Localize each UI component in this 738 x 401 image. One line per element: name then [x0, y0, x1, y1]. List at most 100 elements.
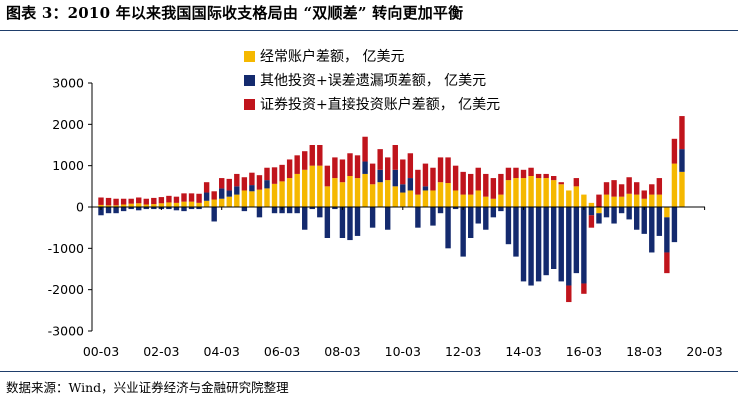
- bar-segment-s0-q42: [415, 194, 421, 207]
- bar-segment-s2-q34: [354, 155, 361, 179]
- bar-segment-s1-q58: [535, 207, 542, 282]
- bar-segment-s1-q3: [120, 207, 127, 212]
- bar-segment-s2-q24: [279, 164, 285, 182]
- legend: 经常账户差额， 亿美元 其他投资+误差遗漏项差额， 亿美元 证券投资+直接投资账…: [244, 44, 500, 116]
- bar-segment-s0-q19: [241, 190, 248, 207]
- bar-segment-s2-q37: [377, 149, 383, 170]
- bar-segment-s2-q13: [196, 193, 202, 203]
- bar-segment-s0-q40: [400, 192, 406, 207]
- bar-segment-s2-q42: [415, 169, 421, 195]
- bar-segment-s0-q29: [317, 165, 323, 207]
- bar-segment-s1-q26: [294, 207, 300, 214]
- bar-segment-s2-q40: [400, 159, 406, 185]
- bar-segment-s2-q58: [535, 173, 542, 179]
- y-tick-label: 2000: [52, 117, 84, 132]
- bar-segment-s0-q5: [136, 203, 142, 207]
- bar-segment-s1-q54: [505, 207, 512, 245]
- bar-segment-s1-q20: [249, 185, 255, 192]
- bar-segment-s0-q23: [271, 183, 278, 207]
- bar-segment-s2-q10: [173, 196, 180, 203]
- bar-segment-s2-q71: [634, 182, 640, 195]
- bar-segment-s0-q39: [392, 186, 398, 207]
- bar-segment-s1-q21: [256, 207, 263, 218]
- bar-segment-s0-q35: [362, 173, 368, 207]
- bar-segment-s1-q68: [611, 207, 617, 224]
- bar-segment-s2-q59: [543, 173, 549, 179]
- footer-divider: [0, 371, 738, 372]
- x-tick-label: 10-03: [385, 344, 421, 359]
- bar-segment-s0-q13: [196, 202, 202, 207]
- bar-segment-s2-q53: [498, 173, 504, 195]
- bar-segment-s0-q37: [377, 182, 383, 207]
- bar-segment-s1-q48: [460, 207, 466, 257]
- bar-segment-s1-q63: [573, 207, 580, 274]
- bar-segment-s1-q11: [181, 207, 187, 212]
- bar-segment-s1-q73: [649, 207, 655, 253]
- x-tick-label: 18-03: [626, 344, 662, 359]
- bar-segment-s1-q38: [385, 207, 391, 230]
- y-tick-label: 1000: [52, 158, 84, 173]
- bar-segment-s2-q32: [339, 159, 346, 183]
- bar-segment-s1-q0: [98, 207, 104, 216]
- bar-segment-s2-q63: [573, 178, 580, 187]
- bar-segment-s2-q2: [113, 198, 119, 206]
- legend-item-portfolio-direct: 证券投资+直接投资账户差额， 亿美元: [244, 92, 500, 116]
- bar-segment-s2-q68: [611, 180, 617, 197]
- bar-segment-s2-q16: [219, 178, 225, 189]
- bar-segment-s0-q49: [468, 194, 474, 207]
- bar-segment-s0-q15: [211, 199, 217, 207]
- bar-segment-s2-q20: [249, 172, 255, 186]
- bar-segment-s0-q10: [173, 202, 180, 207]
- bar-segment-s1-q12: [188, 207, 195, 210]
- bar-segment-s2-q61: [558, 182, 564, 185]
- legend-swatch-red: [244, 98, 255, 110]
- legend-item-other-investment: 其他投资+误差遗漏项差额， 亿美元: [244, 68, 500, 92]
- bar-segment-s0-q3: [120, 204, 127, 207]
- bar-segment-s2-q25: [286, 159, 293, 179]
- bar-segment-s1-q33: [347, 207, 353, 241]
- bar-segment-s0-q2: [113, 205, 119, 207]
- bar-segment-s1-q34: [354, 207, 361, 236]
- bar-segment-s0-q53: [498, 194, 504, 207]
- bar-segment-s0-q75: [664, 207, 670, 218]
- bar-segment-s2-q9: [166, 195, 172, 203]
- bar-segment-s2-q30: [324, 165, 331, 187]
- bar-segment-s1-q25: [286, 207, 293, 214]
- bar-segment-s2-q28: [309, 145, 315, 166]
- bar-segment-s2-q70: [626, 177, 632, 194]
- bar-segment-s2-q47: [452, 165, 459, 191]
- bar-segment-s1-q36: [369, 207, 376, 228]
- bar-segment-s1-q72: [641, 207, 647, 234]
- bar-segment-s0-q38: [385, 180, 391, 207]
- x-tick-label: 06-03: [264, 344, 300, 359]
- bar-segment-s2-q35: [362, 136, 368, 162]
- bar-segment-s2-q26: [294, 155, 300, 174]
- bar-segment-s0-q41: [407, 190, 414, 207]
- x-tick-label: 04-03: [204, 344, 240, 359]
- bar-segment-s2-q48: [460, 171, 466, 195]
- bar-segment-s1-q64: [581, 207, 587, 284]
- bar-segment-s1-q35: [362, 161, 368, 174]
- bar-segment-s1-q52: [490, 207, 497, 218]
- stacked-bar-chart: 3000 2000 1000 0 -1000 -2000 -3000 00-03 02-03 04…: [48, 76, 723, 360]
- bar-segment-s0-q34: [354, 178, 361, 207]
- bar-segment-s2-q76: [671, 138, 678, 164]
- bar-segment-s2-q11: [181, 193, 187, 202]
- bar-segment-s1-q5: [136, 207, 142, 211]
- bar-segment-s0-q72: [641, 198, 647, 207]
- bar-segment-s1-q49: [468, 207, 474, 238]
- bar-segment-s2-q27: [302, 151, 308, 170]
- x-tick-label: 20-03: [686, 344, 722, 359]
- bar-segment-s2-q8: [158, 197, 165, 204]
- bar-segment-s2-q77: [679, 116, 685, 150]
- bar-segment-s2-q51: [483, 173, 489, 197]
- bar-segment-s1-q24: [279, 207, 285, 214]
- bar-segment-s2-q41: [407, 153, 414, 179]
- bar-segment-s0-q21: [256, 189, 263, 207]
- bar-segment-s1-q29: [317, 207, 323, 218]
- y-tick-label: -3000: [48, 324, 84, 339]
- bar-segment-s2-q44: [430, 167, 436, 191]
- bar-segment-s1-q45: [437, 207, 444, 214]
- bar-segment-s2-q64: [581, 283, 587, 294]
- bar-segment-s0-q12: [188, 201, 195, 207]
